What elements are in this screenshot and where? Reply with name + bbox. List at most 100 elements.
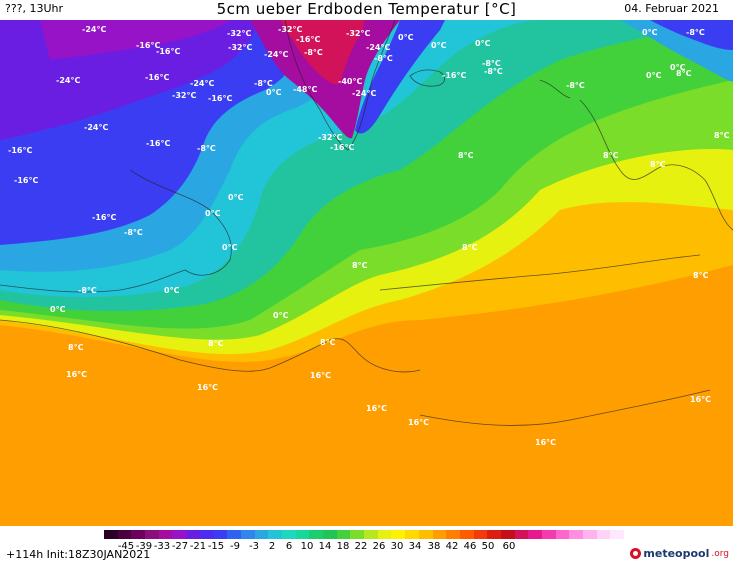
temperature-label: 0°C [646, 71, 662, 80]
color-scale-tick: -3 [249, 541, 259, 552]
color-scale-tick: -27 [171, 541, 189, 552]
color-scale-swatch [336, 530, 351, 539]
coast-labrador [129, 169, 232, 276]
color-scale-tick: 26 [372, 541, 386, 552]
field-east-greenland [355, 20, 445, 134]
color-scale-swatch [596, 530, 611, 539]
color-scale-swatch [199, 530, 214, 539]
temperature-label: -24°C [352, 89, 376, 98]
temperature-label: -16°C [8, 146, 32, 155]
color-scale-swatch [528, 530, 542, 539]
temperature-label: -24°C [56, 76, 80, 85]
color-scale-tick: 42 [445, 541, 459, 552]
color-scale-swatch [432, 530, 447, 539]
color-scale-swatch [555, 530, 570, 539]
color-scale-tick: 10 [300, 541, 314, 552]
color-scale-tick: 38 [427, 541, 441, 552]
color-scale-swatch [514, 530, 529, 539]
temperature-label: 0°C [228, 193, 244, 202]
color-scale-ticks: -45 -39 -33 -27 -21 -15 -9 -3 2 6 10 14 18 22 26 30 34 38… [104, 541, 644, 553]
temperature-label: -16°C [146, 139, 170, 148]
field-purple [40, 20, 230, 60]
meteopool-logo-icon [630, 548, 642, 559]
temperature-label: 16°C [197, 383, 218, 392]
init-time-label: +114h Init:18Z30JAN2021 [6, 548, 151, 561]
color-scale-tick: 14 [318, 541, 332, 552]
color-scale [104, 530, 625, 539]
color-scale-swatch [145, 530, 159, 539]
color-scale-swatch [309, 530, 323, 539]
color-scale-swatch [583, 530, 597, 539]
color-scale-swatch [405, 530, 419, 539]
color-scale-swatch [281, 530, 296, 539]
color-scale-tick: 34 [408, 541, 422, 552]
field-scandinavia-cold [650, 20, 733, 50]
temperature-label: -16°C [442, 71, 466, 80]
color-scale-swatch [569, 530, 584, 539]
color-scale-swatch [227, 530, 241, 539]
color-scale-swatch [117, 530, 132, 539]
temperature-labels: -24°C-16°C-16°C-32°C -32°C-32°C-16°C-24°C… [8, 25, 730, 447]
color-scale-swatch [610, 530, 625, 539]
temperature-label: -32°C [172, 91, 196, 100]
temperature-label: -16°C [208, 94, 232, 103]
temperature-label: 8°C [458, 151, 474, 160]
color-scale-swatch [418, 530, 433, 539]
coast-faroe [539, 79, 571, 99]
color-scale-swatch [500, 530, 515, 539]
temperature-label: -16°C [136, 41, 160, 50]
temperature-label: -8°C [124, 228, 143, 237]
color-scale-tick: 60 [502, 541, 516, 552]
temperature-label: 8°C [320, 338, 336, 347]
temperature-label: 8°C [693, 271, 709, 280]
temperature-label: -16°C [14, 176, 38, 185]
temperature-label: 8°C [676, 69, 692, 78]
color-scale-swatch [240, 530, 255, 539]
temperature-label: -32°C [346, 29, 370, 38]
temperature-label: -24°C [264, 50, 288, 59]
temperature-label: 0°C [205, 209, 221, 218]
color-scale-swatch [446, 530, 460, 539]
color-scale-swatch [131, 530, 146, 539]
color-scale-swatch [473, 530, 488, 539]
temperature-label: -16°C [92, 213, 116, 222]
color-scale-tick: -9 [230, 541, 240, 552]
forecast-date: 04. Februar 2021 [624, 2, 719, 15]
color-scale-swatch [377, 530, 392, 539]
temperature-label: -16°C [330, 143, 354, 152]
temperature-label: 0°C [670, 63, 686, 72]
temperature-field: -24°C-16°C-16°C-32°C -32°C-32°C-16°C-24°C… [0, 20, 733, 526]
temperature-label: 16°C [690, 395, 711, 404]
temperature-label: -8°C [686, 28, 705, 37]
color-scale-tick: 2 [268, 541, 276, 552]
temperature-label: -32°C [318, 133, 342, 142]
temperature-label: 8°C [462, 243, 478, 252]
temperature-label: 16°C [535, 438, 556, 447]
coast-us-east [0, 319, 421, 373]
field-greenland-cold [250, 20, 400, 139]
coast-africa [419, 389, 711, 426]
field-greenland-core [280, 20, 365, 85]
color-scale-tick: -45 [117, 541, 135, 552]
temperature-label: -32°C [278, 25, 302, 34]
color-scale-swatch [391, 530, 406, 539]
temperature-label: 8°C [68, 343, 84, 352]
logo-text: meteopool [643, 547, 710, 560]
temperature-label: -8°C [484, 67, 503, 76]
map-header: ???, 13Uhr 5cm ueber Erdboden Temperatur… [0, 0, 733, 20]
color-scale-swatch [186, 530, 200, 539]
temperature-label: 8°C [603, 151, 619, 160]
coast-iceland [409, 69, 445, 87]
meteopool-logo[interactable]: meteopool .org [630, 547, 729, 560]
temperature-label: -24°C [190, 79, 214, 88]
temperature-label: 16°C [408, 418, 429, 427]
temperature-label: 0°C [50, 305, 66, 314]
color-scale-tick: 18 [336, 541, 350, 552]
temperature-label: -32°C [228, 43, 252, 52]
color-scale-tick: 46 [463, 541, 477, 552]
temperature-label: 8°C [208, 339, 224, 348]
color-scale-swatch [268, 530, 282, 539]
temperature-label: 0°C [431, 41, 447, 50]
forecast-time-label: ???, 13Uhr [5, 2, 64, 15]
temperature-label: -8°C [374, 54, 393, 63]
